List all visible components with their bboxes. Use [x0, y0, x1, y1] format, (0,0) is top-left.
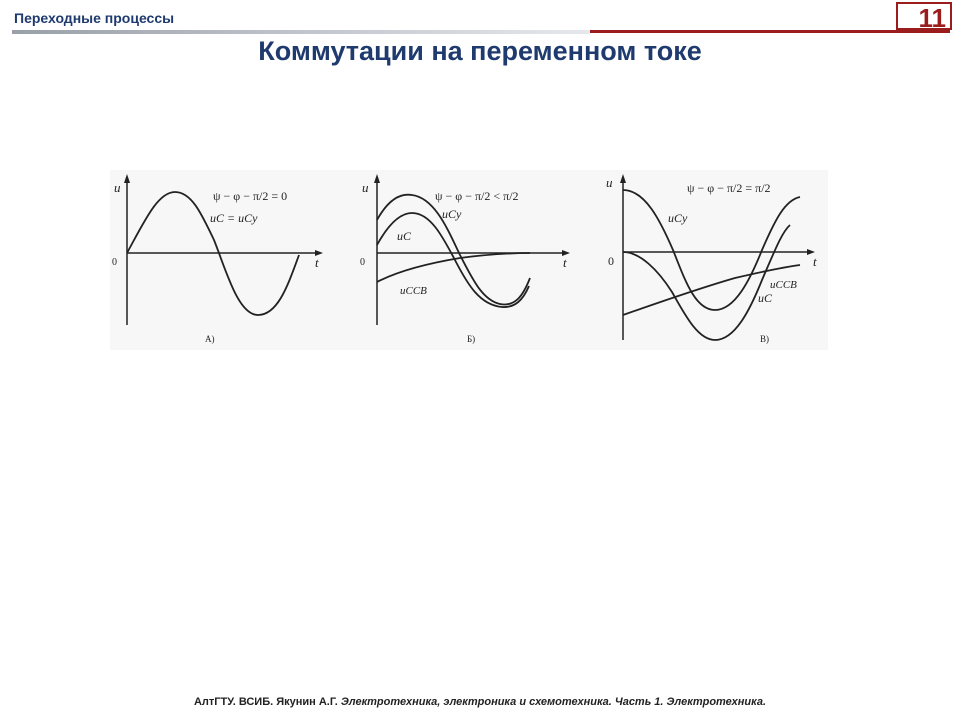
panel-c-label-uc: uC	[758, 291, 773, 305]
panel-b: u t 0 ψ − φ − π/2 < π/2 uCy uC uCCB Б)	[360, 174, 570, 344]
panel-a-sine	[126, 191, 300, 316]
section-title: Переходные процессы	[14, 10, 175, 26]
panel-c-ucsv-curve	[622, 264, 801, 316]
panel-c-t-label: t	[813, 254, 817, 269]
panel-b-ucsv-curve	[376, 252, 531, 283]
panel-c-panel-label: В)	[760, 334, 769, 344]
panel-b-label-uc: uC	[397, 229, 412, 243]
panel-b-u-label: u	[362, 180, 369, 195]
slide-number: 11	[896, 2, 952, 32]
panel-c: u t 0 ψ − φ − π/2 = π/2 uCy uCCB uC В)	[606, 174, 817, 344]
footer-course: Электротехника, электроника и схемотехни…	[340, 696, 767, 708]
panel-b-uc-curve	[376, 212, 530, 308]
panel-c-u-label: u	[606, 175, 613, 190]
panel-a-curve-label: uC = uCy	[210, 211, 258, 225]
panel-b-origin: 0	[360, 257, 365, 268]
panel-b-label-ucsv: uCCB	[400, 285, 427, 297]
panel-a: u t 0 ψ − φ − π/2 = 0 uC = uCy А)	[112, 174, 323, 344]
panel-b-panel-label: Б)	[467, 334, 475, 344]
footer: АлтГТУ. ВСИБ. Якунин А.Г. Электротехника…	[0, 696, 960, 708]
title-rule	[590, 30, 950, 33]
header-rule	[12, 30, 590, 34]
panel-b-ucy-curve	[376, 193, 531, 306]
panel-a-panel-label: А)	[205, 334, 215, 344]
panel-a-formula: ψ − φ − π/2 = 0	[213, 189, 287, 203]
panel-b-formula: ψ − φ − π/2 < π/2	[435, 189, 519, 203]
panel-a-t-label: t	[315, 255, 319, 270]
panel-c-uc-curve	[622, 224, 791, 341]
footer-org: АлтГТУ. ВСИБ. Якунин А.Г.	[193, 696, 338, 708]
panel-a-u-label: u	[114, 180, 121, 195]
slide-title: Коммутации на переменном токе	[258, 36, 702, 66]
panel-c-ucy-curve	[622, 189, 801, 311]
panel-a-origin: 0	[112, 257, 117, 268]
transient-diagrams: u t 0 ψ − φ − π/2 = 0 uC = uCy А) u t 0 …	[110, 170, 828, 350]
panel-c-label-ucy: uCy	[668, 211, 688, 225]
panel-c-label-ucsv: uCCB	[770, 279, 797, 291]
panel-c-origin: 0	[608, 254, 614, 268]
panel-b-label-ucy: uCy	[442, 207, 462, 221]
panel-b-t-label: t	[563, 255, 567, 270]
panel-c-formula: ψ − φ − π/2 = π/2	[687, 181, 771, 195]
